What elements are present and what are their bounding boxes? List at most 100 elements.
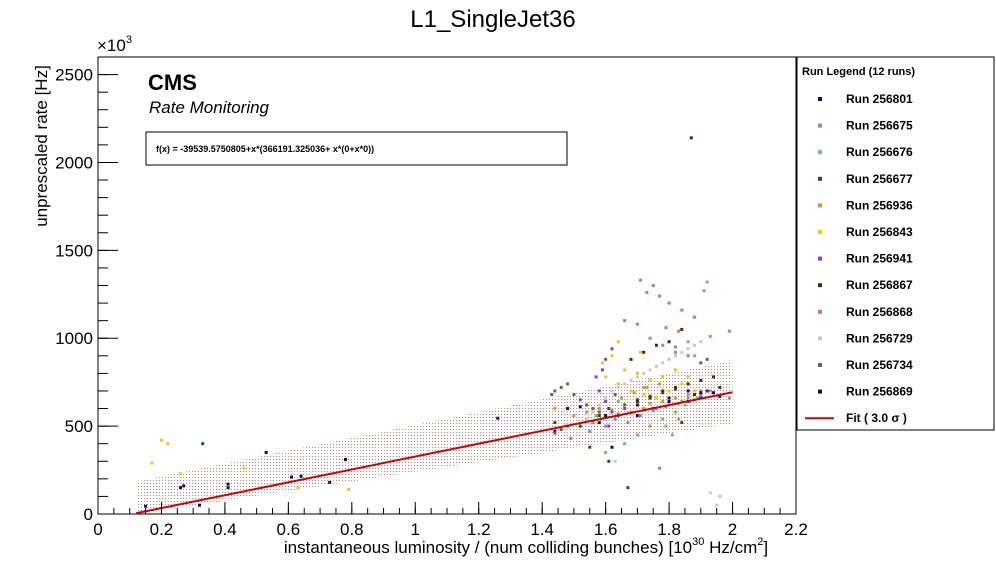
- data-point: [648, 378, 652, 382]
- data-point: [651, 408, 655, 412]
- data-point: [718, 385, 722, 389]
- data-point: [645, 385, 649, 389]
- data-point: [610, 445, 614, 449]
- data-point: [654, 364, 658, 368]
- fit-line: [135, 391, 733, 515]
- legend-fit-label: Fit ( 3.0 σ ): [846, 411, 907, 425]
- x-tick-label: 0.6: [277, 520, 301, 539]
- chart-title: L1_SingleJet36: [410, 6, 575, 33]
- data-point: [600, 361, 604, 365]
- data-point: [610, 408, 614, 412]
- data-point: [604, 400, 608, 404]
- data-points: [144, 136, 731, 508]
- data-point: [496, 416, 500, 420]
- data-point: [610, 389, 614, 393]
- data-point: [680, 327, 684, 331]
- data-point: [150, 461, 154, 465]
- data-point: [559, 385, 563, 389]
- rate-monitoring-label: Rate Monitoring: [149, 98, 270, 117]
- y-multiplier: ×103: [97, 34, 132, 55]
- legend-entry-label: Run 256941: [846, 252, 913, 266]
- data-point: [667, 400, 671, 404]
- data-point: [588, 429, 592, 433]
- data-point: [616, 382, 620, 386]
- data-point: [616, 385, 620, 389]
- data-point: [712, 391, 716, 395]
- legend: Run Legend (12 runs) Run 256801 Run 25667…: [796, 56, 995, 431]
- data-point: [642, 350, 646, 354]
- data-point: [604, 424, 608, 428]
- y-tick-label: 1000: [55, 329, 93, 348]
- data-point: [708, 334, 712, 338]
- data-point: [664, 424, 668, 428]
- data-point: [667, 357, 671, 361]
- data-point: [648, 424, 652, 428]
- data-point: [642, 407, 646, 411]
- data-point: [727, 329, 731, 333]
- data-point: [620, 396, 623, 400]
- data-point: [635, 398, 639, 402]
- y-axis-label: unprescaled rate [Hz]: [32, 65, 51, 227]
- data-point: [664, 326, 668, 330]
- cms-label: CMS: [148, 70, 197, 95]
- legend-marker: [818, 336, 822, 341]
- data-point: [673, 354, 677, 358]
- data-point: [651, 284, 655, 287]
- data-point: [673, 396, 677, 400]
- legend-entry-label: Run 256676: [846, 145, 913, 159]
- data-point: [597, 403, 601, 407]
- data-point: [648, 394, 652, 398]
- x-tick-label: 1: [411, 520, 420, 539]
- data-point: [692, 354, 696, 358]
- data-point: [629, 378, 633, 382]
- data-point: [673, 410, 677, 414]
- data-point: [578, 398, 582, 402]
- data-point: [226, 486, 230, 490]
- data-point: [623, 368, 627, 372]
- data-point: [635, 371, 639, 375]
- data-point: [667, 389, 671, 393]
- data-point: [642, 371, 646, 375]
- data-point: [645, 291, 649, 295]
- data-point: [178, 486, 182, 490]
- data-point: [667, 396, 671, 400]
- data-point: [686, 354, 690, 358]
- legend-box: [796, 56, 995, 431]
- data-point: [661, 389, 665, 393]
- data-point: [569, 436, 573, 440]
- data-point: [600, 368, 604, 372]
- data-point: [604, 396, 608, 400]
- data-point: [699, 378, 703, 382]
- x-tick-label: 1.4: [530, 520, 554, 539]
- data-point: [623, 403, 627, 407]
- data-point: [604, 414, 608, 418]
- data-point: [692, 392, 696, 396]
- data-point: [712, 375, 716, 379]
- data-point: [686, 340, 690, 344]
- data-point: [661, 400, 665, 404]
- data-point: [588, 445, 592, 449]
- legend-entry-label: Run 256867: [846, 278, 913, 292]
- legend-entry-label: Run 256843: [846, 225, 913, 239]
- data-point: [718, 494, 722, 498]
- data-point: [559, 428, 563, 432]
- data-point: [661, 343, 665, 347]
- data-point: [680, 308, 684, 312]
- data-point: [597, 421, 601, 425]
- data-point: [604, 357, 608, 361]
- legend-entry-label: Run 256677: [846, 172, 913, 186]
- data-point: [696, 396, 700, 400]
- data-point: [670, 433, 674, 437]
- data-point: [648, 396, 652, 400]
- data-point: [594, 414, 598, 418]
- data-point: [299, 474, 303, 478]
- data-point: [658, 466, 662, 470]
- data-point: [159, 438, 163, 442]
- data-point: [604, 375, 608, 379]
- data-point: [648, 336, 652, 340]
- data-point: [686, 389, 690, 393]
- data-point: [686, 382, 690, 386]
- data-point: [623, 407, 627, 411]
- data-point: [635, 403, 639, 407]
- x-tick-label: 0.2: [150, 520, 174, 539]
